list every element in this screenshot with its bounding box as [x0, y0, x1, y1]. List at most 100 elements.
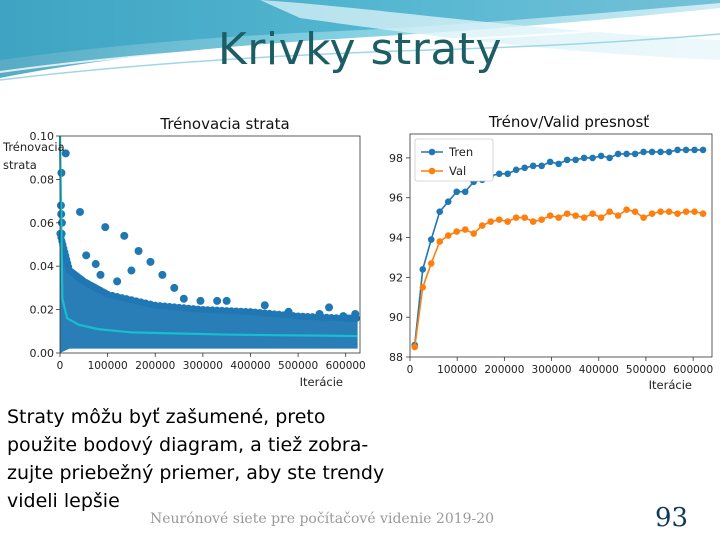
val-point [589, 210, 596, 217]
train-point [597, 152, 605, 160]
scatter-point [351, 309, 360, 318]
train-point [623, 150, 630, 158]
legend-marker [428, 148, 436, 156]
val-point [631, 208, 639, 215]
scatter-point [179, 294, 188, 303]
train-point [538, 162, 545, 170]
chart-title: Trénov/Valid presnosť [488, 113, 649, 131]
val-point [665, 208, 673, 215]
val-point [504, 218, 511, 225]
scatter-point [196, 296, 205, 305]
train-point [419, 266, 427, 273]
y-tick-label: 0.06 [30, 217, 55, 230]
x-tick-label: 200000 [135, 360, 175, 372]
legend-label: Val [449, 164, 466, 178]
val-point [538, 216, 545, 223]
running-mean-line [58, 135, 358, 338]
scatter-point [284, 307, 293, 316]
scatter-point [222, 296, 231, 305]
caption-line: použite bodový diagram, a tiež zobra- [7, 434, 369, 456]
chart-title: Trénovacia strata [159, 115, 289, 133]
y-tick-label: 98 [389, 152, 403, 165]
train-point [614, 150, 622, 158]
scatter-point [260, 301, 269, 310]
scatter-point [315, 309, 324, 318]
scatter-point [134, 247, 143, 256]
val-point [487, 218, 494, 225]
scatter-point [127, 266, 136, 275]
val-point [657, 208, 664, 215]
val-point [691, 208, 698, 215]
scatter-point [101, 223, 110, 232]
header-wave-decoration [0, 0, 720, 81]
caption-text: Straty môžu byť zašumené, preto použite … [7, 403, 407, 515]
train-point [461, 188, 469, 196]
train-point [555, 160, 562, 168]
scatter-point [61, 149, 70, 158]
scatter-dense-band [60, 233, 358, 353]
accuracy-chart: Trénov/Valid presnosť 88 90 92 94 96 98 0 100000… [378, 100, 720, 398]
val-point [478, 222, 486, 229]
x-tick-label: 0 [57, 360, 64, 372]
y-tick-label: 0.02 [30, 304, 55, 317]
val-point [640, 214, 647, 221]
scatter-point [158, 270, 167, 279]
y-tick-label: 94 [389, 232, 403, 245]
y-tick-label: 0.08 [30, 173, 55, 186]
train-point [572, 156, 579, 164]
val-point [648, 210, 656, 217]
x-tick-label: 300000 [183, 360, 223, 372]
scatter-point [120, 231, 129, 240]
val-point [512, 214, 520, 221]
x-tick-label: 400000 [579, 364, 619, 376]
val-point [521, 214, 528, 221]
val-point [699, 210, 707, 217]
train-point [529, 162, 537, 170]
legend-label: Tren [448, 145, 473, 159]
train-point [427, 236, 435, 243]
train-point [699, 146, 707, 154]
train-point [453, 188, 461, 196]
scatter-point [96, 270, 105, 279]
val-point [555, 214, 562, 221]
val-point [674, 210, 681, 217]
scatter-point [91, 260, 100, 269]
x-axis-label: Iterácie [300, 375, 343, 389]
train-point [521, 164, 528, 172]
scatter-point [325, 303, 334, 312]
plot-frame [59, 135, 361, 354]
y-axis-label: Trénovacia [2, 140, 65, 154]
train-point [631, 150, 639, 158]
slide-footer: Neurónové siete pre počítačové videnie 2… [150, 511, 495, 527]
scatter-point [76, 207, 84, 216]
x-tick-label: 0 [407, 364, 414, 376]
val-point [495, 216, 503, 223]
val-point [563, 210, 571, 217]
y-tick-label: 0.10 [30, 130, 55, 143]
train-point [589, 154, 596, 162]
val-point [614, 212, 622, 219]
val-point [461, 226, 469, 233]
val-point [411, 343, 419, 351]
plot-frame [409, 133, 713, 358]
val-point [529, 218, 537, 225]
figure-panel: Trénovacia strata 0.00 0.02 0.04 0.06 0.08 0.1… [0, 100, 720, 398]
train-point [563, 156, 571, 164]
train-point [512, 166, 520, 174]
val-point [682, 208, 690, 215]
train-point [436, 208, 444, 215]
train-point [546, 158, 554, 166]
train-point [606, 154, 613, 162]
x-tick-label: 600000 [326, 360, 366, 372]
val-point [580, 214, 588, 221]
legend: Tren Val [414, 138, 494, 182]
x-tick-label: 600000 [673, 364, 713, 376]
val-point [427, 260, 435, 267]
train-point [691, 146, 698, 154]
val-point [623, 206, 630, 213]
train-point [674, 146, 681, 154]
val-point [436, 238, 444, 245]
x-tick-label: 100000 [437, 364, 477, 376]
val-point [444, 232, 452, 239]
train-point [665, 148, 673, 156]
